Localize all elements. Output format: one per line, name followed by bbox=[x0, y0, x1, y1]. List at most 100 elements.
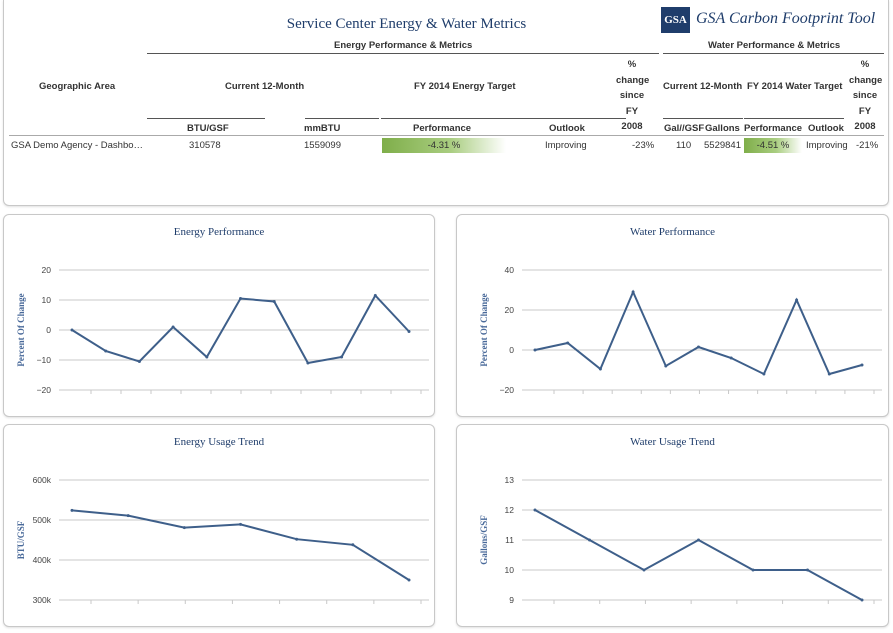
geo-area-header[interactable]: Geographic Area bbox=[39, 81, 116, 92]
energy-target-header[interactable]: FY 2014 Energy Target bbox=[414, 81, 516, 92]
energy-group-divider bbox=[147, 53, 659, 54]
water-performance-header[interactable]: Performance bbox=[744, 123, 803, 134]
water-usage-trend-chart: Water Usage Trend Gallons/GSF 13 12 11 10 9 bbox=[479, 436, 882, 605]
energy-group-header: Energy Performance & Metrics bbox=[334, 40, 473, 51]
data-point bbox=[795, 298, 799, 302]
data-point bbox=[827, 372, 831, 376]
water-current-header[interactable]: Current 12-Month bbox=[663, 81, 743, 92]
performance-header[interactable]: Performance bbox=[413, 123, 472, 134]
y-tick-label: 11 bbox=[505, 535, 514, 545]
app-title: GSA Carbon Footprint Tool bbox=[696, 10, 876, 27]
chart-title: Energy Usage Trend bbox=[174, 436, 265, 448]
data-point bbox=[533, 348, 537, 352]
y-axis-label: Percent Of Change bbox=[16, 293, 26, 366]
data-point bbox=[340, 355, 344, 359]
data-point bbox=[631, 290, 635, 294]
chart-title: Energy Performance bbox=[174, 226, 265, 238]
y-tick-label: 10 bbox=[42, 295, 52, 305]
data-point bbox=[762, 372, 766, 376]
energy-usage-trend-chart: Energy Usage Trend BTU/GSF 600k 500k 400k 300… bbox=[16, 436, 429, 605]
series-line bbox=[71, 293, 410, 365]
data-point bbox=[70, 508, 74, 512]
water-pct-change-header[interactable]: % change since FY 2008 bbox=[849, 59, 883, 132]
data-point bbox=[126, 514, 130, 518]
data-point bbox=[751, 568, 755, 572]
series-line bbox=[534, 289, 863, 376]
chart-title: Water Usage Trend bbox=[630, 436, 715, 448]
data-point bbox=[205, 355, 209, 359]
y-tick-label: 0 bbox=[509, 345, 514, 355]
energy-pct-change-header[interactable]: % change since FY 2008 bbox=[616, 59, 650, 132]
y-tick-label: 13 bbox=[505, 475, 515, 485]
rule-water-current bbox=[663, 118, 743, 119]
metrics-panel: Service Center Energy & Water Metrics GS… bbox=[3, 0, 889, 206]
water-performance-bar: -4.51 % bbox=[744, 138, 802, 153]
rule-energy-target bbox=[381, 118, 626, 119]
y-tick-label: 300k bbox=[33, 595, 52, 605]
data-point bbox=[664, 364, 668, 368]
data-point bbox=[70, 328, 74, 332]
water-usage-trend-panel: Water Usage Trend Gallons/GSF 13 12 11 10 9 bbox=[456, 424, 889, 627]
y-tick-label: 12 bbox=[505, 505, 515, 515]
y-axis-label: Percent Of Change bbox=[479, 293, 489, 366]
y-tick-label: 0 bbox=[46, 325, 51, 335]
energy-performance-bar: -4.31 % bbox=[382, 138, 506, 153]
data-point bbox=[533, 508, 537, 512]
series-line bbox=[71, 509, 410, 581]
data-point bbox=[351, 543, 355, 547]
y-tick-label: 40 bbox=[505, 265, 515, 275]
data-point bbox=[642, 568, 646, 572]
series-line bbox=[534, 509, 863, 601]
data-point bbox=[806, 568, 809, 572]
water-group-divider bbox=[663, 53, 884, 54]
y-tick-label: 20 bbox=[42, 265, 52, 275]
data-point bbox=[566, 341, 570, 345]
data-point bbox=[171, 325, 175, 329]
row-water-pct-change: -21% bbox=[856, 140, 879, 151]
data-point bbox=[729, 356, 733, 360]
data-point bbox=[306, 361, 310, 365]
data-point bbox=[860, 598, 864, 602]
y-tick-label: 600k bbox=[33, 475, 52, 485]
row-btu-gsf: 310578 bbox=[189, 140, 221, 151]
row-gallons: 5529841 bbox=[704, 140, 741, 151]
y-tick-label: −20 bbox=[500, 385, 515, 395]
row-water-outlook: Improving bbox=[806, 140, 848, 151]
y-tick-label: 400k bbox=[33, 555, 52, 565]
row-outlook: Improving bbox=[545, 140, 587, 151]
data-point bbox=[697, 345, 700, 349]
data-point bbox=[407, 330, 411, 333]
energy-performance-panel: Energy Performance Percent Of Change 20 10 0… bbox=[3, 214, 435, 417]
outlook-header[interactable]: Outlook bbox=[549, 123, 585, 134]
rule-btu bbox=[147, 118, 265, 119]
rule-mmbtu bbox=[305, 118, 379, 119]
y-tick-label: 10 bbox=[505, 565, 515, 575]
gallons-header[interactable]: Gallons bbox=[705, 123, 740, 134]
data-point bbox=[137, 360, 141, 363]
y-tick-label: −10 bbox=[37, 355, 52, 365]
energy-performance-chart: Energy Performance Percent Of Change 20 10 0… bbox=[16, 226, 429, 395]
y-tick-label: 20 bbox=[505, 305, 515, 315]
data-point bbox=[373, 294, 377, 297]
water-outlook-header[interactable]: Outlook bbox=[808, 123, 844, 134]
data-point bbox=[104, 349, 108, 353]
row-geo-area[interactable]: GSA Demo Agency - Dashbo… bbox=[11, 140, 144, 151]
btu-gsf-header[interactable]: BTU/GSF bbox=[187, 123, 229, 134]
energy-current-header[interactable]: Current 12-Month bbox=[225, 81, 305, 92]
y-tick-label: 500k bbox=[33, 515, 52, 525]
data-point bbox=[239, 297, 242, 300]
y-tick-label: 9 bbox=[509, 595, 514, 605]
chart-title: Water Performance bbox=[630, 226, 715, 238]
water-group-header: Water Performance & Metrics bbox=[708, 40, 841, 51]
data-point bbox=[598, 367, 602, 371]
water-target-header[interactable]: FY 2014 Water Target bbox=[747, 81, 843, 92]
data-point bbox=[239, 522, 242, 526]
gal-gsf-header[interactable]: Gal//GSF bbox=[664, 123, 705, 134]
y-tick-label: −20 bbox=[37, 385, 52, 395]
row-gal-gsf: 110 bbox=[676, 140, 692, 151]
header-bottom-rule bbox=[9, 135, 884, 136]
rule-water-target bbox=[744, 118, 844, 119]
mmbtu-header[interactable]: mmBTU bbox=[304, 123, 341, 134]
water-performance-chart: Water Performance Percent Of Change 40 20 0 −… bbox=[479, 226, 882, 395]
data-point bbox=[295, 537, 299, 541]
